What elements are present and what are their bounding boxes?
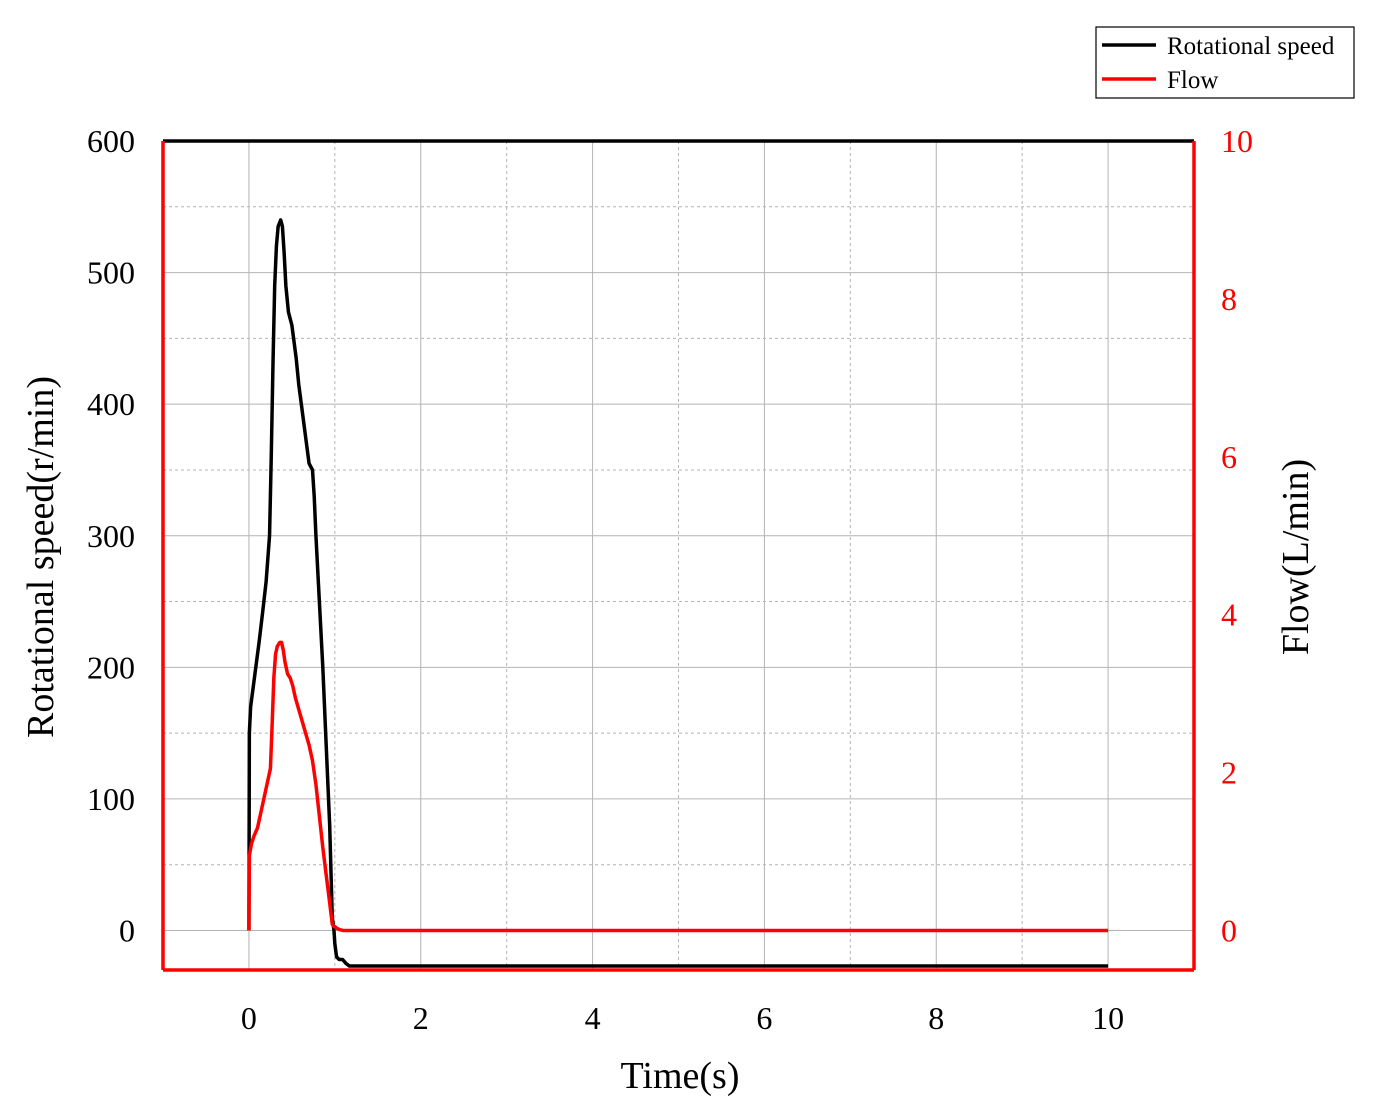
right-y-tick-label: 0 [1221, 913, 1237, 949]
left-y-tick-label: 0 [119, 913, 135, 949]
left-y-tick-label: 100 [87, 781, 135, 817]
left-y-tick-label: 400 [87, 386, 135, 422]
legend-label-rotational-speed: Rotational speed [1167, 33, 1335, 60]
left-y-tick-label: 300 [87, 518, 135, 554]
left-y-tick-label: 500 [87, 255, 135, 291]
left-y-tick-label: 200 [87, 649, 135, 685]
series-lines [247, 218, 1109, 968]
right-y-tick-label: 10 [1221, 123, 1253, 159]
x-tick-label: 6 [756, 1000, 772, 1036]
right-y-tick-label: 2 [1221, 755, 1237, 791]
plot-frame [161, 139, 1196, 972]
series-line-rotational-speed [247, 218, 1109, 968]
x-tick-label: 0 [241, 1000, 257, 1036]
right-y-tick-label: 4 [1221, 597, 1237, 633]
legend-label-flow: Flow [1167, 67, 1218, 94]
legend-box [1095, 26, 1355, 99]
x-tick-label: 10 [1092, 1000, 1124, 1036]
right-axis-title: Flow(L/min) [1275, 459, 1317, 655]
right-y-tick-label: 8 [1221, 281, 1237, 317]
left-y-tick-label: 600 [87, 123, 135, 159]
x-axis-title: Time(s) [621, 1055, 740, 1097]
x-tick-label: 2 [413, 1000, 429, 1036]
series-line-flow [247, 640, 1109, 933]
legend: Rotational speed Flow [1095, 26, 1355, 99]
right-y-tick-label: 6 [1221, 439, 1237, 475]
x-tick-label: 8 [928, 1000, 944, 1036]
left-axis-title: Rotational speed(r/min) [20, 376, 62, 738]
x-tick-label: 4 [585, 1000, 601, 1036]
